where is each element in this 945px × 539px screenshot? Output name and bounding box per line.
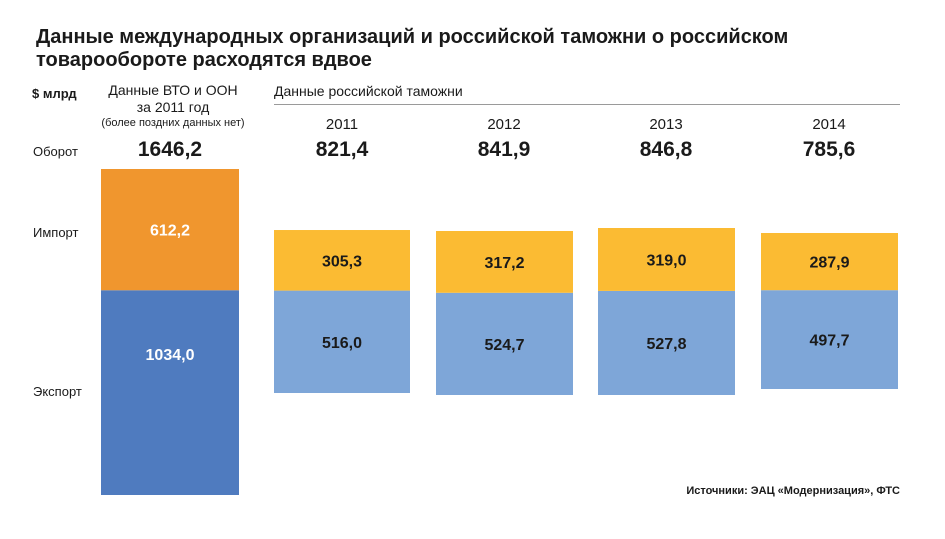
wto-header-note: (более поздних данных нет) bbox=[101, 117, 245, 129]
total-label-wto: 1646,2 bbox=[137, 138, 203, 161]
year-label-2014: 2014 bbox=[812, 116, 846, 133]
import-bar-2013 bbox=[598, 228, 735, 291]
total-label-2012: 841,9 bbox=[477, 138, 531, 161]
wto-header-line1: Данные ВТО и ООН bbox=[108, 82, 238, 98]
import-value-label-2011: 305,3 bbox=[322, 253, 362, 270]
export-bar-2012 bbox=[436, 292, 573, 395]
export-bar-wto bbox=[101, 290, 239, 495]
russia-header: Данные российской таможни bbox=[274, 83, 463, 99]
import-bar-wto bbox=[101, 169, 239, 291]
wto-header-line2: за 2011 год bbox=[136, 99, 210, 115]
year-label-2013: 2013 bbox=[649, 116, 683, 133]
total-label-2011: 821,4 bbox=[315, 138, 369, 161]
import-bar-2011 bbox=[274, 230, 410, 291]
russia-header-divider bbox=[274, 104, 900, 105]
unit-label: $ млрд bbox=[32, 86, 77, 101]
import-value-label-2012: 317,2 bbox=[484, 255, 524, 272]
export-value-label-2012: 524,7 bbox=[484, 337, 524, 354]
export-bar-2013 bbox=[598, 290, 735, 395]
year-label-2012: 2012 bbox=[487, 116, 521, 133]
export-value-label-wto: 1034,0 bbox=[146, 347, 195, 364]
total-label-2013: 846,8 bbox=[639, 138, 693, 161]
total-label-2014: 785,6 bbox=[802, 138, 856, 161]
export-value-label-2011: 516,0 bbox=[322, 335, 362, 352]
import-bar-2012 bbox=[436, 231, 573, 293]
import-value-label-2014: 287,9 bbox=[809, 255, 849, 272]
wto-header: Данные ВТО и ООН за 2011 год (более позд… bbox=[88, 82, 258, 130]
chart-title: Данные международных организаций и росси… bbox=[36, 26, 789, 71]
import-value-label-2013: 319,0 bbox=[646, 252, 686, 269]
import-bar-2014 bbox=[761, 233, 898, 291]
export-bar-2014 bbox=[761, 290, 898, 389]
export-value-label-2014: 497,7 bbox=[809, 333, 849, 350]
export-value-label-2013: 527,8 bbox=[646, 336, 686, 353]
export-bar-2011 bbox=[274, 290, 410, 393]
row-label-import: Импорт bbox=[33, 225, 79, 240]
row-label-export: Экспорт bbox=[33, 384, 82, 399]
source-note: Источники: ЭАЦ «Модернизация», ФТС bbox=[686, 485, 900, 497]
year-label-2011: 2011 bbox=[325, 116, 359, 133]
row-label-turnover: Оборот bbox=[33, 144, 78, 159]
import-value-label-wto: 612,2 bbox=[150, 223, 190, 240]
